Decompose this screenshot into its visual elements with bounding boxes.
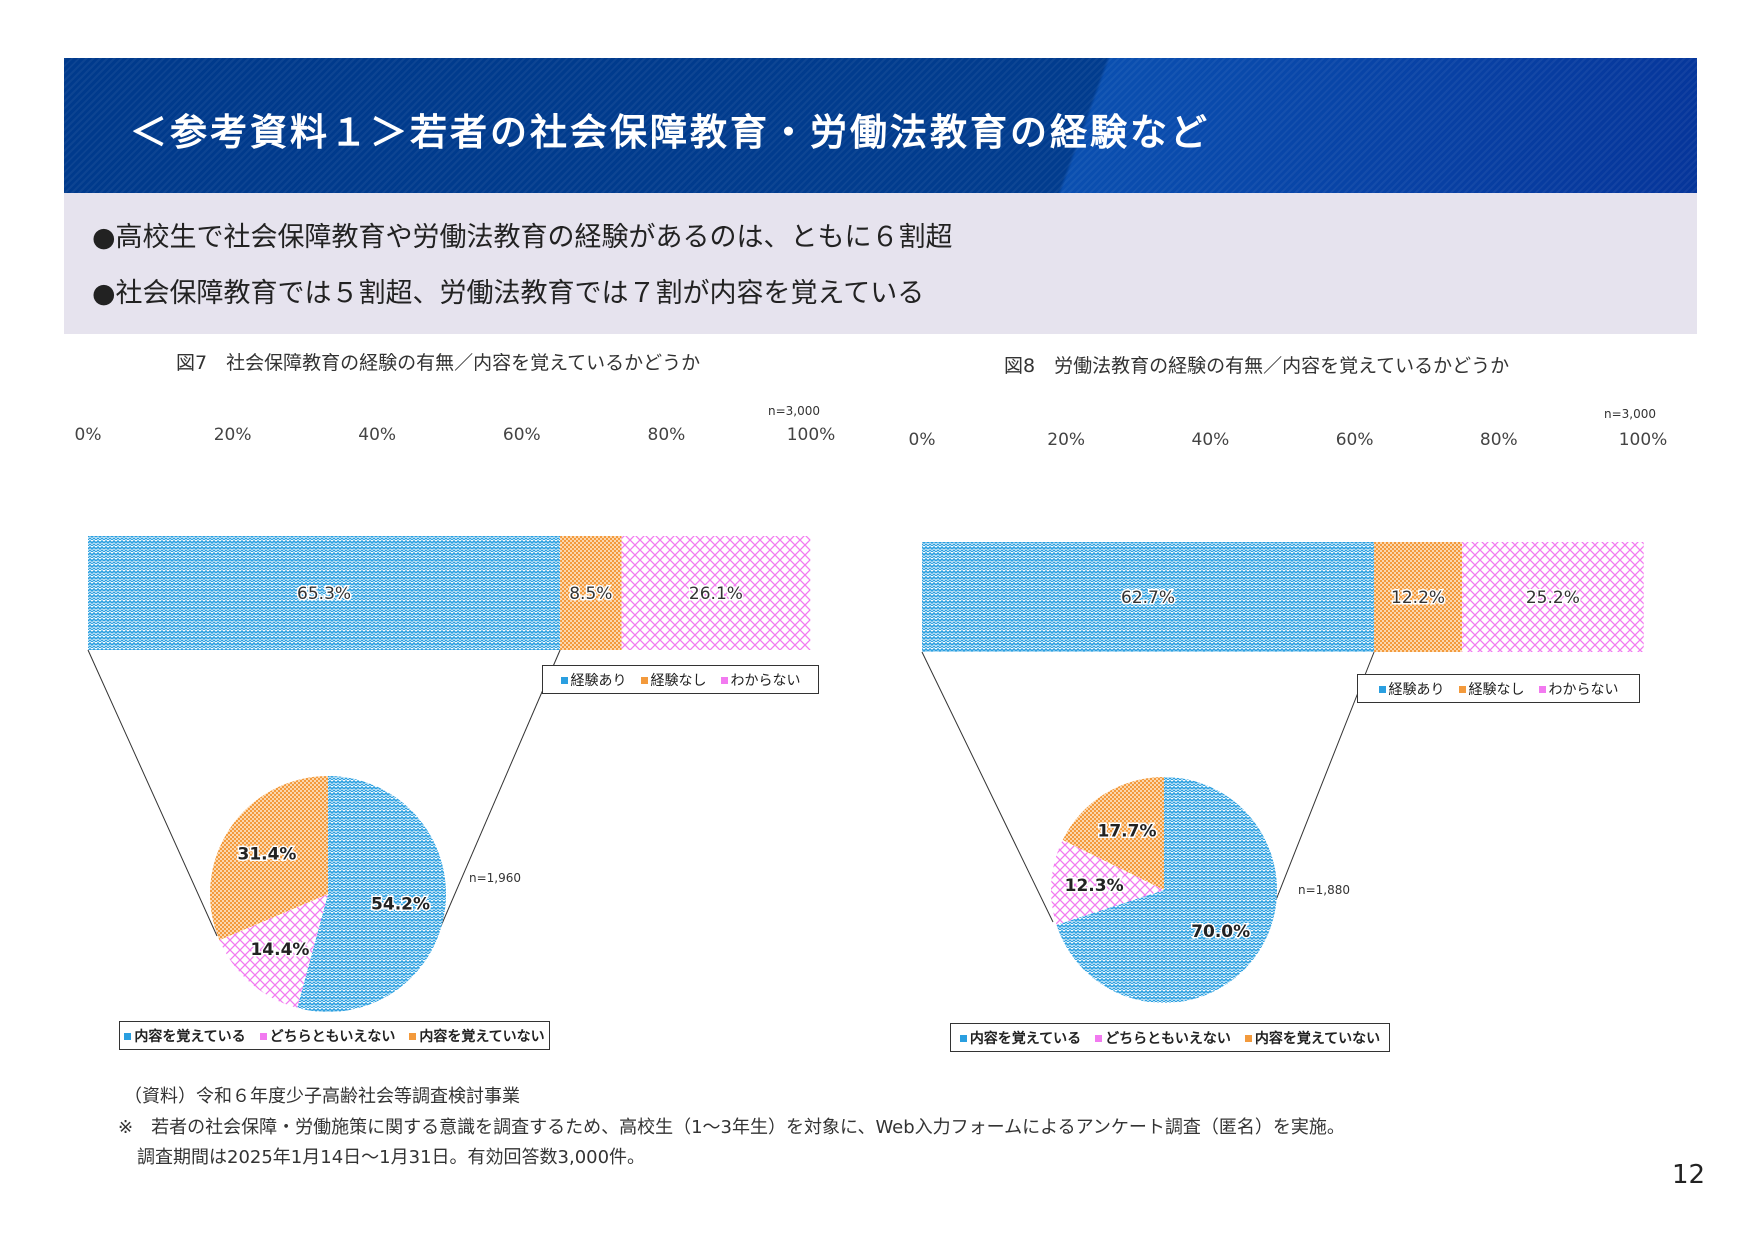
fig8-pie-n-label: n=1,880: [1298, 883, 1351, 897]
connector-line: [437, 649, 561, 934]
fig7-bar-legend: 経験あり 経験なし わからない: [542, 665, 819, 694]
pie-slice: [1062, 777, 1164, 890]
legend-item: 内容を覚えていない: [1244, 1028, 1380, 1048]
pie-data-label: 70.0%: [1191, 922, 1250, 942]
pie-slice: [297, 776, 447, 1012]
fig8-pie-legend: 内容を覚えている どちらともいえない 内容を覚えていない: [950, 1023, 1390, 1052]
legend-item: 経験なし: [640, 670, 707, 690]
axis-tick-label: 40%: [358, 425, 396, 445]
pie-data-label: 12.3%: [1065, 876, 1124, 896]
axis-tick-label: 80%: [1480, 430, 1518, 450]
fig8-n-label: n=3,000: [1604, 407, 1657, 421]
legend-item: 経験あり: [1378, 679, 1445, 699]
axis-tick-label: 0%: [75, 425, 102, 445]
summary-bullet: ●高校生で社会保障教育や労働法教育の経験があるのは、ともに６割超: [92, 222, 953, 253]
pie-slice: [1056, 777, 1278, 1004]
bar-segment: [1374, 542, 1463, 652]
legend-item: どちらともいえない: [259, 1026, 395, 1046]
fig8-title: 図8 労働法教育の経験の有無／内容を覚えているかどうか: [1004, 355, 1510, 377]
summary-bullet: ●社会保障教育では５割超、労働法教育では７割が内容を覚えている: [92, 278, 925, 309]
axis-tick-label: 100%: [787, 425, 836, 445]
axis-tick-label: 0%: [909, 430, 936, 450]
fig7-pie-n-label: n=1,960: [469, 871, 522, 885]
legend-item: 内容を覚えていない: [409, 1026, 545, 1046]
page-title: ＜参考資料１＞若者の社会保障教育・労働法教育の経験など: [130, 111, 1210, 154]
bar-segment: [1462, 542, 1644, 652]
axis-tick-label: 40%: [1192, 430, 1230, 450]
legend-item: 経験なし: [1458, 679, 1525, 699]
summary-box: ●高校生で社会保障教育や労働法教育の経験があるのは、ともに６割超 ●社会保障教育…: [64, 193, 1697, 334]
header-banner: ＜参考資料１＞若者の社会保障教育・労働法教育の経験など: [64, 58, 1697, 193]
footer-source: （資料）令和６年度少子高齢社会等調査検討事業: [124, 1086, 520, 1107]
pie-data-label: 31.4%: [237, 845, 296, 865]
bar-segment: [88, 536, 561, 650]
axis-tick-label: 20%: [214, 425, 252, 445]
fig7-pie-legend: 内容を覚えている どちらともいえない 内容を覚えていない: [119, 1021, 550, 1050]
connector-line: [921, 651, 1054, 923]
pie-data-label: 54.2%: [371, 895, 430, 915]
page-number: 12: [1672, 1160, 1706, 1190]
footer-note-period: 調査期間は2025年1月14日～1月31日。有効回答数3,000件。: [137, 1147, 646, 1168]
pie-data-label: 14.4%: [250, 940, 309, 960]
axis-tick-label: 20%: [1047, 430, 1085, 450]
fig8-bar-legend: 経験あり 経験なし わからない: [1357, 674, 1640, 703]
bar-segment: [560, 536, 622, 650]
axis-tick-label: 100%: [1619, 430, 1668, 450]
pie-data-label: 17.7%: [1098, 821, 1157, 841]
legend-item: わからない: [720, 670, 801, 690]
bar-data-label: 8.5%: [569, 584, 612, 604]
connector-line: [87, 649, 218, 937]
bar-segment: [922, 542, 1375, 652]
footer-note: ※ 若者の社会保障・労働施策に関する意識を調査するため、高校生（1～3年生）を対…: [118, 1117, 1345, 1138]
axis-tick-label: 60%: [1336, 430, 1374, 450]
fig7-title: 図7 社会保障教育の経験の有無／内容を覚えているかどうか: [176, 352, 701, 374]
axis-tick-label: 60%: [503, 425, 541, 445]
pie-slice: [1051, 839, 1164, 925]
bar-data-label: 65.3%: [297, 584, 351, 604]
legend-item: どちらともいえない: [1095, 1028, 1231, 1048]
legend-item: 経験あり: [560, 670, 627, 690]
pie-slice: [219, 894, 328, 1008]
legend-item: 内容を覚えている: [124, 1026, 246, 1046]
bar-data-label: 25.2%: [1526, 588, 1580, 608]
pie-slice: [210, 776, 328, 941]
axis-tick-label: 80%: [648, 425, 686, 445]
bar-segment: [621, 536, 811, 650]
legend-item: 内容を覚えている: [959, 1028, 1081, 1048]
fig7-n-label: n=3,000: [768, 404, 821, 418]
bar-data-label: 12.2%: [1391, 588, 1445, 608]
legend-item: わからない: [1538, 679, 1619, 699]
bar-data-label: 62.7%: [1121, 588, 1175, 608]
bar-data-label: 26.1%: [689, 584, 743, 604]
